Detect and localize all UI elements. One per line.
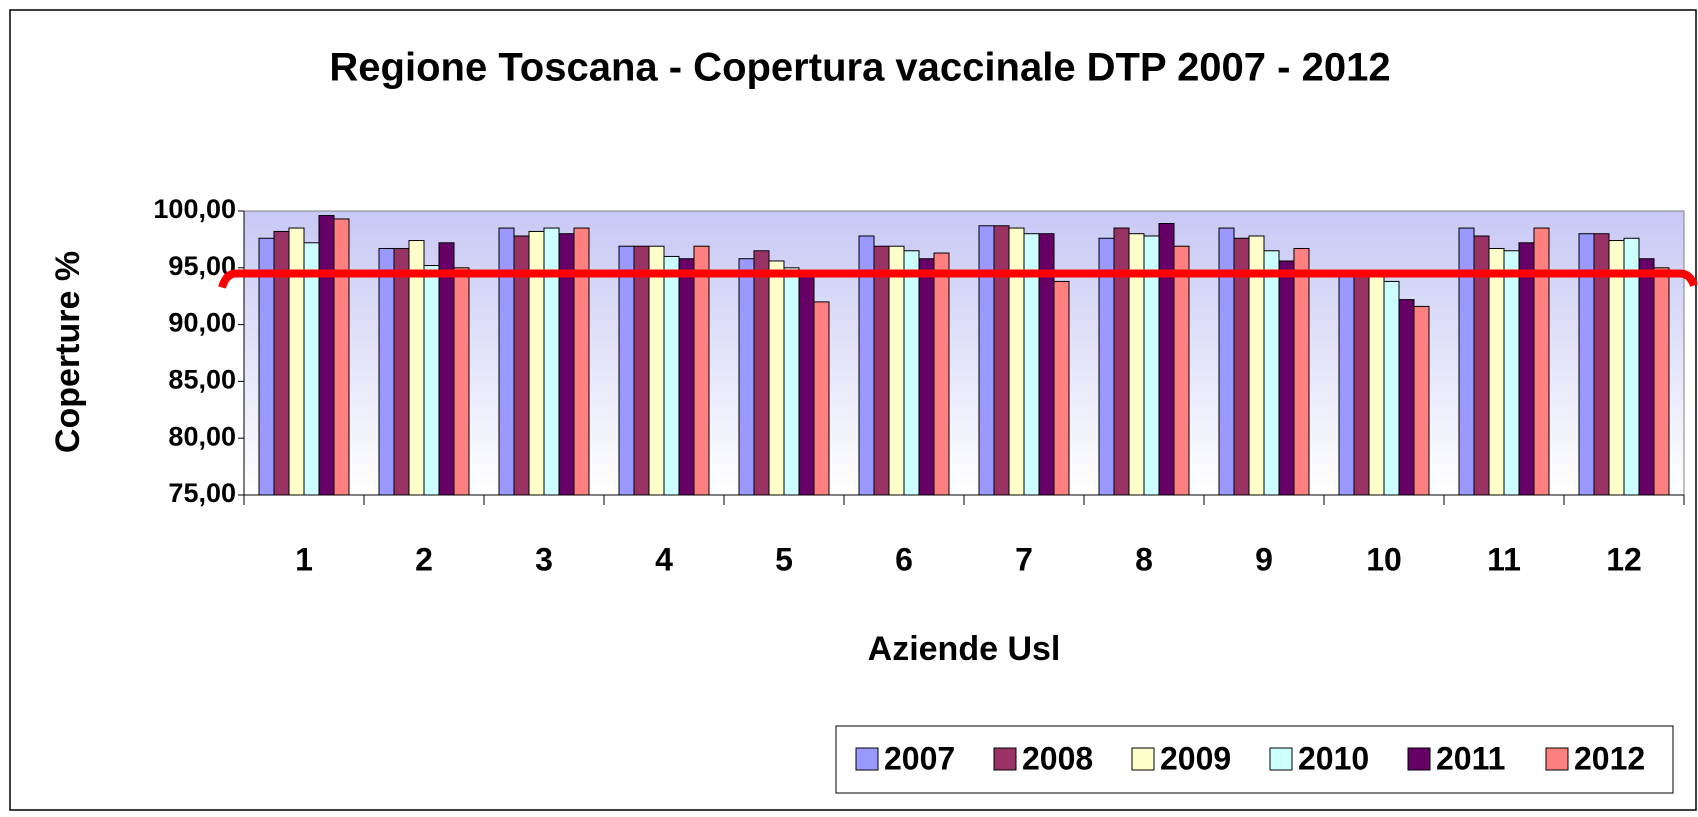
bar xyxy=(1533,227,1550,496)
bar xyxy=(543,227,560,496)
legend-swatch xyxy=(1407,747,1431,771)
bar xyxy=(873,245,890,496)
bar xyxy=(648,245,665,496)
bar xyxy=(1608,240,1625,496)
legend-label: 2011 xyxy=(1436,740,1505,776)
plot-area xyxy=(243,210,1685,496)
bar xyxy=(1368,272,1385,496)
bar xyxy=(798,269,815,496)
bar xyxy=(303,242,320,496)
bar xyxy=(753,250,770,496)
y-axis-label: Coperture % xyxy=(49,251,87,453)
y-tick-label: 75,00 xyxy=(168,478,236,508)
bar xyxy=(933,252,950,496)
bar xyxy=(618,245,635,496)
legend: 2007 2008 2009 2010 2011 2012 xyxy=(835,725,1674,794)
bar xyxy=(993,225,1010,496)
bar xyxy=(318,215,335,496)
threshold-line xyxy=(218,269,1698,289)
legend-swatch xyxy=(993,747,1017,771)
x-tick-label: 11 xyxy=(1487,541,1521,577)
x-tick-label: 9 xyxy=(1255,541,1273,577)
bar xyxy=(1458,227,1475,496)
bar xyxy=(408,240,425,496)
bar xyxy=(498,227,515,496)
y-tick-label: 100,00 xyxy=(153,194,236,224)
bar xyxy=(1503,250,1520,496)
legend-label: 2010 xyxy=(1298,740,1369,776)
x-tick-label: 10 xyxy=(1366,541,1402,577)
x-tick-label: 1 xyxy=(295,541,313,577)
legend-label: 2007 xyxy=(884,740,955,776)
bar xyxy=(1158,222,1175,496)
bar xyxy=(423,265,440,496)
bar xyxy=(1293,247,1310,496)
bar xyxy=(1053,280,1070,496)
bar xyxy=(453,267,470,496)
bar xyxy=(693,245,710,496)
bar xyxy=(288,227,305,496)
x-tick-label: 5 xyxy=(775,541,793,577)
bar xyxy=(573,227,590,496)
bar xyxy=(738,258,755,496)
x-tick-label: 7 xyxy=(1015,541,1033,577)
bar xyxy=(1638,258,1655,496)
legend-swatch xyxy=(1545,747,1569,771)
bar xyxy=(1653,267,1670,496)
bar xyxy=(1353,272,1370,496)
bar xyxy=(1173,245,1190,496)
legend-label: 2012 xyxy=(1574,740,1645,776)
x-tick-label: 3 xyxy=(535,541,553,577)
bar xyxy=(918,258,935,496)
legend-swatch xyxy=(1269,747,1293,771)
bar xyxy=(1218,227,1235,496)
bar xyxy=(1263,250,1280,496)
x-axis-label: Aziende Usl xyxy=(868,630,1061,668)
chart-title: Regione Toscana - Copertura vaccinale DT… xyxy=(329,46,1390,90)
bar xyxy=(1338,269,1355,496)
bar xyxy=(1383,280,1400,496)
y-tick-label: 90,00 xyxy=(168,308,236,338)
x-tick-label: 2 xyxy=(415,541,433,577)
legend-label: 2009 xyxy=(1160,740,1231,776)
legend-swatch xyxy=(1131,747,1155,771)
bar xyxy=(393,247,410,496)
x-tick-label: 4 xyxy=(655,541,673,577)
x-tick-label: 6 xyxy=(895,541,913,577)
bar xyxy=(1518,242,1535,496)
bar xyxy=(768,260,785,496)
bar xyxy=(1008,227,1025,496)
legend-box xyxy=(835,725,1674,794)
bar xyxy=(888,245,905,496)
legend-label: 2008 xyxy=(1022,740,1093,776)
bar xyxy=(1113,227,1130,496)
bar xyxy=(813,301,830,496)
bar xyxy=(903,250,920,496)
bar xyxy=(678,258,695,496)
bar xyxy=(333,218,350,496)
bar xyxy=(1413,305,1430,496)
bar xyxy=(378,247,395,496)
y-tick-label: 85,00 xyxy=(168,365,236,395)
bar xyxy=(663,255,680,496)
bar xyxy=(438,242,455,496)
legend-swatch xyxy=(855,747,879,771)
bar xyxy=(1278,260,1295,496)
bar xyxy=(1488,247,1505,496)
bar xyxy=(783,267,800,496)
y-tick-label: 80,00 xyxy=(168,421,236,451)
bar xyxy=(978,225,995,496)
bar xyxy=(1398,299,1415,496)
x-tick-label: 8 xyxy=(1135,541,1153,577)
x-tick-label: 12 xyxy=(1606,541,1642,577)
bar xyxy=(633,245,650,496)
